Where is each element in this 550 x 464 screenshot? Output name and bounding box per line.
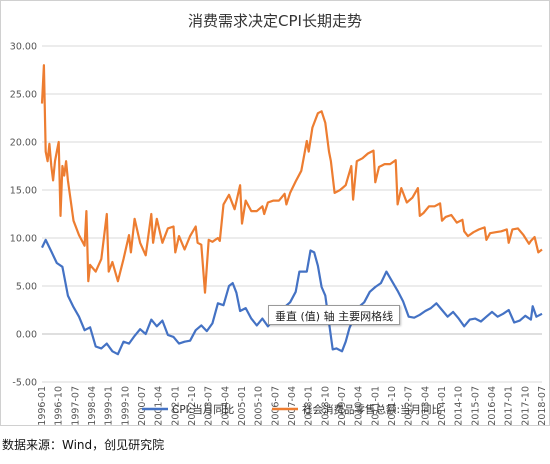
x-tick-label: 1999-10 [120, 386, 131, 426]
y-tick-label: -5.00 [12, 378, 37, 389]
chart-border [0, 0, 550, 426]
x-tick-label: 2015-07 [470, 386, 481, 426]
x-tick-label: 2002-01 [170, 386, 181, 426]
x-tick-label: 2007-04 [287, 386, 298, 426]
x-tick-label: 2008-01 [304, 386, 315, 426]
x-tick-label: 2001-04 [154, 386, 165, 426]
x-tick-label: 2010-04 [354, 386, 365, 426]
y-tick-label: 0.00 [16, 330, 37, 341]
x-tick-label: 2002-10 [187, 386, 198, 426]
x-tick-label: 2017-01 [504, 386, 515, 426]
x-tick-label: 2008-10 [320, 386, 331, 426]
x-tick-label: 2003-07 [204, 386, 215, 426]
series-lines [40, 64, 543, 356]
x-tick-label: 2004-04 [220, 386, 231, 426]
data-source-note: 数据来源：Wind，创见研究院 [2, 438, 165, 452]
x-tick-label: 1997-07 [70, 386, 81, 426]
retail-sales-line [40, 64, 543, 294]
x-tick-label: 2017-10 [520, 386, 531, 426]
x-tick-label: 1996-01 [37, 386, 48, 426]
chart-title: 消费需求决定CPI长期走势 [188, 12, 362, 30]
y-axis-ticks: -5.00 0.00 5.00 10.00 15.00 20.00 25.00 30.00 [10, 42, 37, 389]
y-tick-label: 5.00 [16, 282, 37, 293]
line-chart: 消费需求决定CPI长期走势 -5.00 0.00 5.00 10.00 15.00 20.… [0, 0, 550, 426]
legend-label-retail: 社会消费品零售总额:当月同比 [302, 403, 442, 416]
y-tick-label: 15.00 [10, 186, 37, 197]
x-tick-label: 1999-01 [104, 386, 115, 426]
y-tick-label: 10.00 [10, 234, 37, 245]
gridline-tooltip: 垂直 (值) 轴 主要网格线 [268, 305, 401, 325]
legend-label-cpi: CPI:当月同比 [172, 403, 234, 416]
y-tick-label: 20.00 [10, 138, 37, 149]
x-tick-label: 2013-04 [420, 386, 431, 426]
x-tick-label: 2000-07 [137, 386, 148, 426]
x-tick-label: 2014-10 [454, 386, 465, 426]
x-tick-label: 2006-07 [270, 386, 281, 426]
x-tick-label: 1996-10 [54, 386, 65, 426]
x-tick-label: 2011-10 [387, 386, 398, 426]
x-tick-label: 2012-07 [404, 386, 415, 426]
x-tick-label: 2014-01 [437, 386, 448, 426]
legend: CPI:当月同比 社会消费品零售总额:当月同比 [142, 403, 442, 416]
cpi-line [41, 238, 543, 356]
x-tick-label: 2005-10 [254, 386, 265, 426]
y-tick-label: 25.00 [10, 90, 37, 101]
chart-frame: 消费需求决定CPI长期走势 -5.00 0.00 5.00 10.00 15.00 20.… [0, 0, 550, 426]
x-tick-label: 1998-04 [87, 386, 98, 426]
x-tick-label: 2005-01 [237, 386, 248, 426]
x-tick-label: 2009-07 [337, 386, 348, 426]
x-tick-label: 2018-07 [537, 386, 548, 426]
x-tick-label: 2016-04 [487, 386, 498, 426]
y-tick-label: 30.00 [10, 42, 37, 53]
x-axis-ticks: 1996-01 1996-10 1997-07 1998-04 1999-01 1999-… [37, 386, 548, 426]
x-tick-label: 2011-01 [370, 386, 381, 426]
